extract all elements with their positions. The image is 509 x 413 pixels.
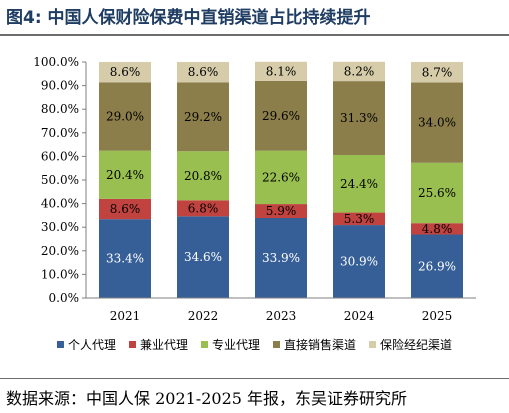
title-divider: [0, 34, 509, 36]
data-label: 29.6%: [262, 109, 300, 123]
data-label: 4.8%: [422, 222, 453, 236]
bar-segment-4-2021: [99, 82, 151, 151]
bar-segment-2-2022: [177, 200, 229, 217]
data-label: 26.9%: [418, 259, 456, 273]
legend-label: 兼业代理: [140, 338, 188, 352]
data-label: 20.8%: [184, 169, 222, 183]
bar-segment-2-2021: [99, 198, 151, 220]
y-tick-label: 0.0%: [49, 291, 80, 305]
x-axis: 2021 2022 2023 2024 2025: [86, 297, 476, 323]
source-divider: [0, 378, 509, 379]
data-label: 20.4%: [106, 168, 144, 182]
legend-swatch: [128, 341, 136, 348]
data-label: 8.6%: [110, 65, 141, 79]
bar-segment-2-2023: [255, 204, 307, 218]
data-label: 29.2%: [184, 110, 222, 124]
bar-segment-3-2021: [99, 150, 151, 199]
bar-segment-1-2022: [177, 216, 229, 298]
data-label: 29.0%: [106, 110, 144, 124]
data-label: 33.4%: [106, 252, 144, 266]
bar-segment-3-2024: [333, 154, 385, 213]
data-label: 22.6%: [262, 170, 300, 184]
x-tick-label: 2025: [422, 309, 453, 323]
data-label: 8.1%: [266, 64, 297, 78]
data-label: 24.4%: [340, 177, 378, 191]
data-label: 30.9%: [340, 255, 378, 269]
x-tick-label: 2022: [188, 309, 219, 323]
y-tick-label: 40.0%: [41, 197, 79, 211]
data-label: 8.6%: [110, 202, 141, 216]
x-tick-label: 2023: [266, 309, 297, 323]
data-label: 8.2%: [344, 64, 375, 78]
bar-segment-1-2021: [99, 219, 151, 298]
bar-segment-4-2023: [255, 80, 307, 151]
bar-segment-4-2022: [177, 82, 229, 152]
x-tick-label: 2024: [344, 309, 375, 323]
bar-segment-2-2024: [333, 212, 385, 226]
data-label: 25.6%: [418, 186, 456, 200]
y-tick-label: 70.0%: [41, 126, 79, 140]
bar-segment-2-2025: [411, 223, 463, 235]
source-note: 数据来源：中国人保 2021-2025 年报，东吴证券研究所: [6, 389, 408, 408]
legend-swatch: [273, 341, 281, 348]
figure-title: 图4: 中国人保财险保费中直销渠道占比持续提升: [6, 8, 371, 28]
bar-segment-5-2025: [411, 62, 463, 83]
data-label: 31.3%: [340, 111, 378, 125]
bar-segment-5-2024: [333, 61, 385, 82]
bar-segment-3-2022: [177, 151, 229, 201]
y-tick-label: 20.0%: [41, 244, 79, 258]
y-tick-label: 10.0%: [41, 267, 79, 281]
y-tick-label: 100.0%: [33, 55, 79, 69]
bar-segment-3-2023: [255, 150, 307, 205]
data-label: 34.0%: [418, 116, 456, 130]
legend: 个人代理 兼业代理 专业代理 直接销售渠道 保险经纪渠道: [56, 337, 452, 352]
bar-segment-1-2024: [333, 225, 385, 298]
data-label: 34.6%: [184, 250, 222, 264]
data-label: 5.9%: [266, 204, 297, 218]
data-label: 33.9%: [262, 251, 300, 265]
legend-swatch: [56, 341, 64, 348]
y-axis: 0.0% 10.0% 20.0% 30.0% 40.0% 50.0% 60.0% 70.0% 8…: [33, 55, 87, 305]
legend-label: 保险经纪渠道: [380, 337, 452, 352]
y-tick-label: 90.0%: [41, 79, 79, 93]
y-tick-label: 80.0%: [41, 102, 79, 116]
data-label: 8.7%: [422, 65, 453, 79]
data-label: 5.3%: [344, 212, 375, 226]
legend-label: 直接销售渠道: [284, 337, 356, 352]
bar-segment-3-2025: [411, 162, 463, 224]
legend-label: 专业代理: [212, 337, 260, 352]
stacked-bar-chart: 0.0% 10.0% 20.0% 30.0% 40.0% 50.0% 60.0% 70.0% 8…: [33, 55, 476, 352]
bar-segment-4-2025: [411, 82, 463, 163]
bar-segment-5-2023: [255, 61, 307, 81]
bars: 33.4% 8.6% 20.4% 29.0% 8.6% 34.6% 6.8% 20.8% 29.…: [99, 61, 463, 298]
y-tick-label: 50.0%: [41, 173, 79, 187]
bar-segment-1-2023: [255, 217, 307, 298]
legend-swatch: [369, 341, 377, 348]
y-tick-label: 30.0%: [41, 220, 79, 234]
bar-segment-5-2022: [177, 62, 229, 83]
bar-segment-1-2025: [411, 234, 463, 298]
bar-segment-4-2024: [333, 81, 385, 155]
y-tick-label: 60.0%: [41, 149, 79, 163]
legend-swatch: [200, 341, 208, 348]
bar-segment-5-2021: [99, 62, 151, 83]
data-label: 8.6%: [188, 65, 219, 79]
x-tick-label: 2021: [110, 309, 141, 323]
data-label: 6.8%: [188, 201, 219, 215]
legend-label: 个人代理: [68, 338, 116, 352]
